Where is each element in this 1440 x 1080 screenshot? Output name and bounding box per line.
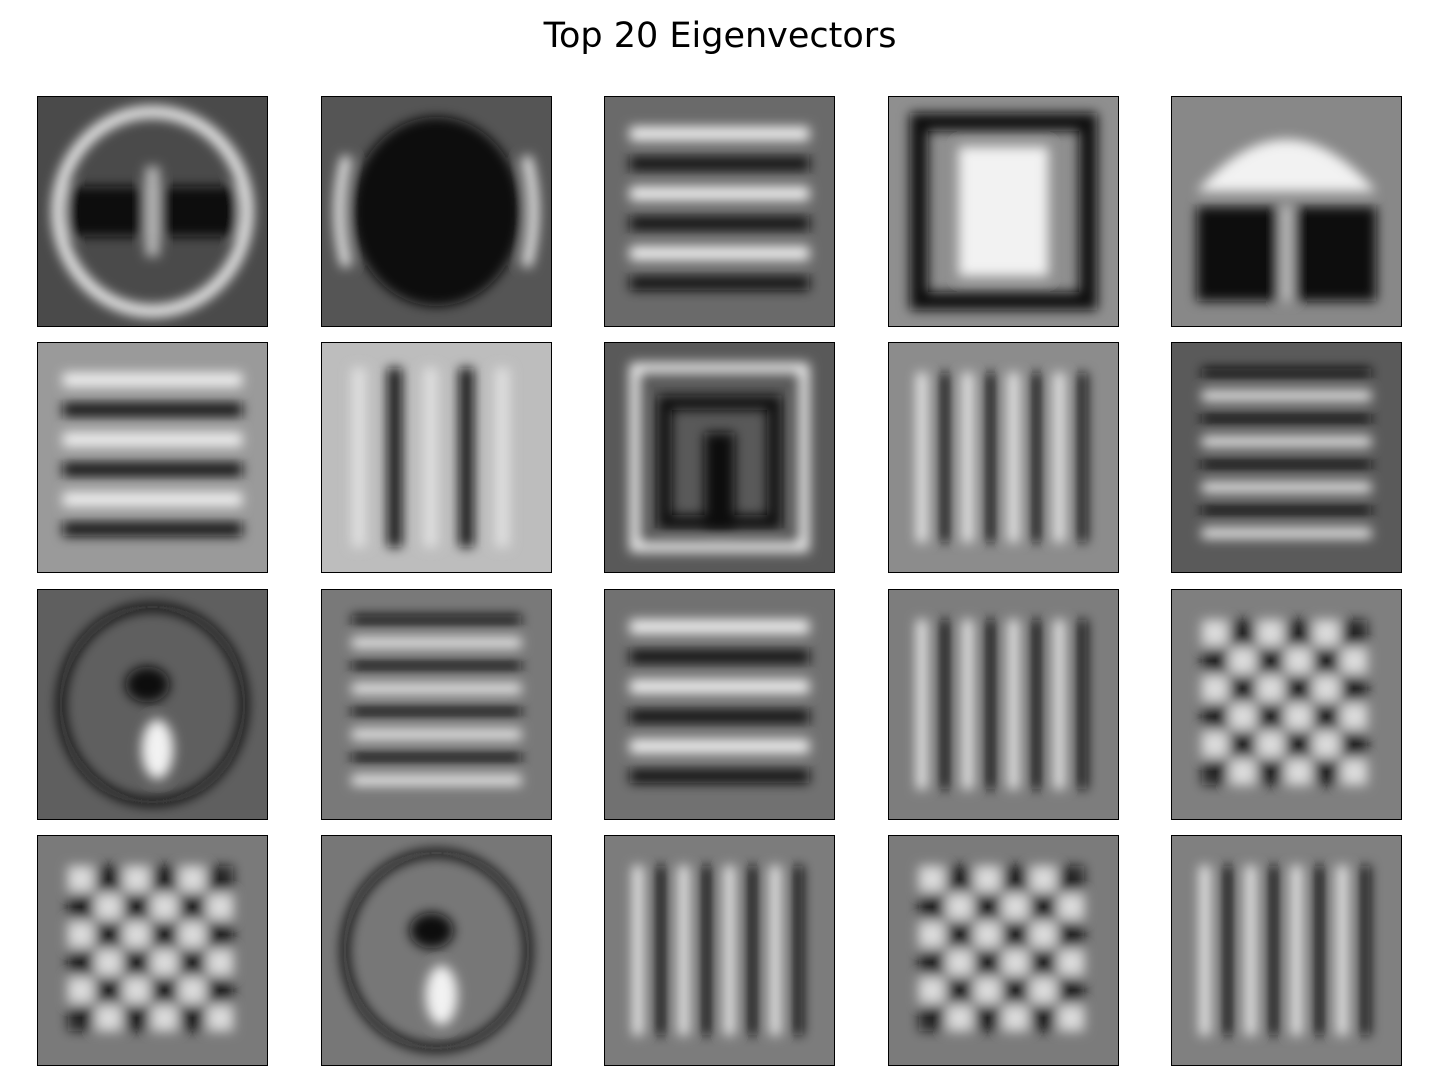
eigenvector-1 <box>37 96 268 327</box>
eigenvector-12 <box>321 589 552 820</box>
eigenvector-10 <box>1171 342 1402 573</box>
eigenvector-18 <box>604 835 835 1066</box>
figure-title: Top 20 Eigenvectors <box>543 16 897 56</box>
eigenvector-4 <box>888 96 1119 327</box>
eigenvector-14 <box>888 589 1119 820</box>
eigenvector-5 <box>1171 96 1402 327</box>
eigenvector-3 <box>604 96 835 327</box>
eigenvector-17 <box>321 835 552 1066</box>
eigenvector-8 <box>604 342 835 573</box>
eigenvector-19 <box>888 835 1119 1066</box>
eigenvector-20 <box>1171 835 1402 1066</box>
eigenvector-9 <box>888 342 1119 573</box>
eigenvector-6 <box>37 342 268 573</box>
eigenvector-13 <box>604 589 835 820</box>
eigenvector-15 <box>1171 589 1402 820</box>
eigenvector-2 <box>321 96 552 327</box>
eigenvector-11 <box>37 589 268 820</box>
eigenvector-7 <box>321 342 552 573</box>
eigenvector-16 <box>37 835 268 1066</box>
